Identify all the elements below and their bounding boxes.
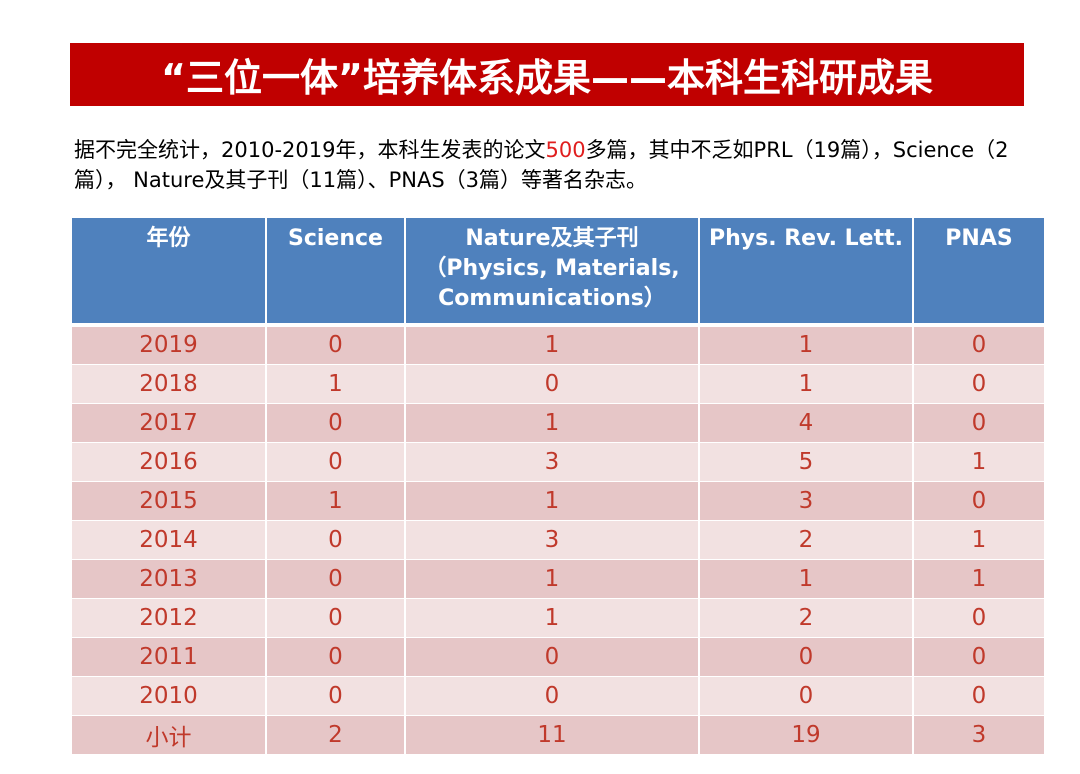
table-row: 2014 0 3 2 1: [72, 520, 1044, 560]
cell-science: 0: [266, 520, 406, 560]
cell-science: 2: [266, 715, 406, 755]
cell-pnas: 0: [913, 598, 1044, 638]
cell-pnas: 0: [913, 364, 1044, 404]
cell-pnas: 0: [913, 403, 1044, 443]
header-prl: Phys. Rev. Lett.: [699, 218, 914, 327]
cell-nature: 1: [405, 325, 700, 365]
table-row: 2013 0 1 1 1: [72, 559, 1044, 599]
cell-nature: 3: [405, 520, 700, 560]
cell-prl: 5: [699, 442, 914, 482]
table-row: 2018 1 0 1 0: [72, 364, 1044, 404]
table-row: 2016 0 3 5 1: [72, 442, 1044, 482]
cell-year: 2010: [72, 676, 267, 716]
cell-pnas: 0: [913, 637, 1044, 677]
cell-nature: 1: [405, 559, 700, 599]
cell-pnas: 0: [913, 325, 1044, 365]
cell-science: 1: [266, 481, 406, 521]
table-row: 2019 0 1 1 0: [72, 325, 1044, 365]
cell-prl: 2: [699, 598, 914, 638]
cell-science: 0: [266, 637, 406, 677]
cell-nature: 1: [405, 403, 700, 443]
cell-science: 0: [266, 598, 406, 638]
header-science: Science: [266, 218, 406, 327]
table-row: 2010 0 0 0 0: [72, 676, 1044, 716]
cell-nature: 0: [405, 364, 700, 404]
title-banner: “三位一体”培养体系成果——本科生科研成果: [70, 43, 1024, 106]
cell-nature: 1: [405, 481, 700, 521]
cell-prl: 1: [699, 364, 914, 404]
header-pnas: PNAS: [913, 218, 1044, 327]
cell-year: 小计: [72, 715, 267, 755]
cell-science: 0: [266, 403, 406, 443]
cell-prl: 1: [699, 559, 914, 599]
page-title: “三位一体”培养体系成果——本科生科研成果: [161, 56, 933, 100]
cell-science: 0: [266, 442, 406, 482]
cell-year: 2011: [72, 637, 267, 677]
cell-prl: 0: [699, 676, 914, 716]
table-row: 2012 0 1 2 0: [72, 598, 1044, 638]
cell-nature: 11: [405, 715, 700, 755]
table-header-row: 年份 Science Nature及其子刊（Physics, Materials…: [72, 218, 1044, 327]
cell-science: 0: [266, 325, 406, 365]
table-row: 2017 0 1 4 0: [72, 403, 1044, 443]
cell-year: 2014: [72, 520, 267, 560]
cell-year: 2015: [72, 481, 267, 521]
cell-year: 2013: [72, 559, 267, 599]
table-row: 2011 0 0 0 0: [72, 637, 1044, 677]
intro-text-part1: 据不完全统计，2010-2019年，本科生发表的论文: [74, 138, 546, 162]
cell-science: 0: [266, 676, 406, 716]
cell-nature: 0: [405, 637, 700, 677]
table-row: 2015 1 1 3 0: [72, 481, 1044, 521]
cell-pnas: 1: [913, 442, 1044, 482]
cell-pnas: 1: [913, 559, 1044, 599]
cell-science: 0: [266, 559, 406, 599]
cell-year: 2016: [72, 442, 267, 482]
cell-year: 2018: [72, 364, 267, 404]
cell-prl: 1: [699, 325, 914, 365]
cell-science: 1: [266, 364, 406, 404]
intro-highlight-number: 500: [545, 138, 586, 162]
cell-year: 2012: [72, 598, 267, 638]
header-nature: Nature及其子刊（Physics, Materials, Communica…: [405, 218, 700, 327]
cell-pnas: 0: [913, 676, 1044, 716]
cell-pnas: 3: [913, 715, 1044, 755]
cell-nature: 3: [405, 442, 700, 482]
cell-year: 2019: [72, 325, 267, 365]
cell-pnas: 0: [913, 481, 1044, 521]
cell-prl: 19: [699, 715, 914, 755]
intro-paragraph: 据不完全统计，2010-2019年，本科生发表的论文500多篇，其中不乏如PRL…: [74, 135, 1034, 195]
cell-prl: 2: [699, 520, 914, 560]
cell-pnas: 1: [913, 520, 1044, 560]
cell-prl: 0: [699, 637, 914, 677]
cell-prl: 4: [699, 403, 914, 443]
intro-text-part2: 多篇，其中不乏如PRL（19篇），Science（2篇）， Nature及其子刊…: [74, 138, 1009, 192]
cell-prl: 3: [699, 481, 914, 521]
header-year: 年份: [72, 218, 267, 327]
table-row: 小计 2 11 19 3: [72, 715, 1044, 755]
cell-year: 2017: [72, 403, 267, 443]
publication-table: 年份 Science Nature及其子刊（Physics, Materials…: [72, 218, 1044, 755]
table-body: 2019 0 1 1 0 2018 1 0 1 0 2017 0 1 4 0 2016 0 3 5 1 2015 1 1 3 0…: [72, 325, 1044, 755]
cell-nature: 1: [405, 598, 700, 638]
cell-nature: 0: [405, 676, 700, 716]
